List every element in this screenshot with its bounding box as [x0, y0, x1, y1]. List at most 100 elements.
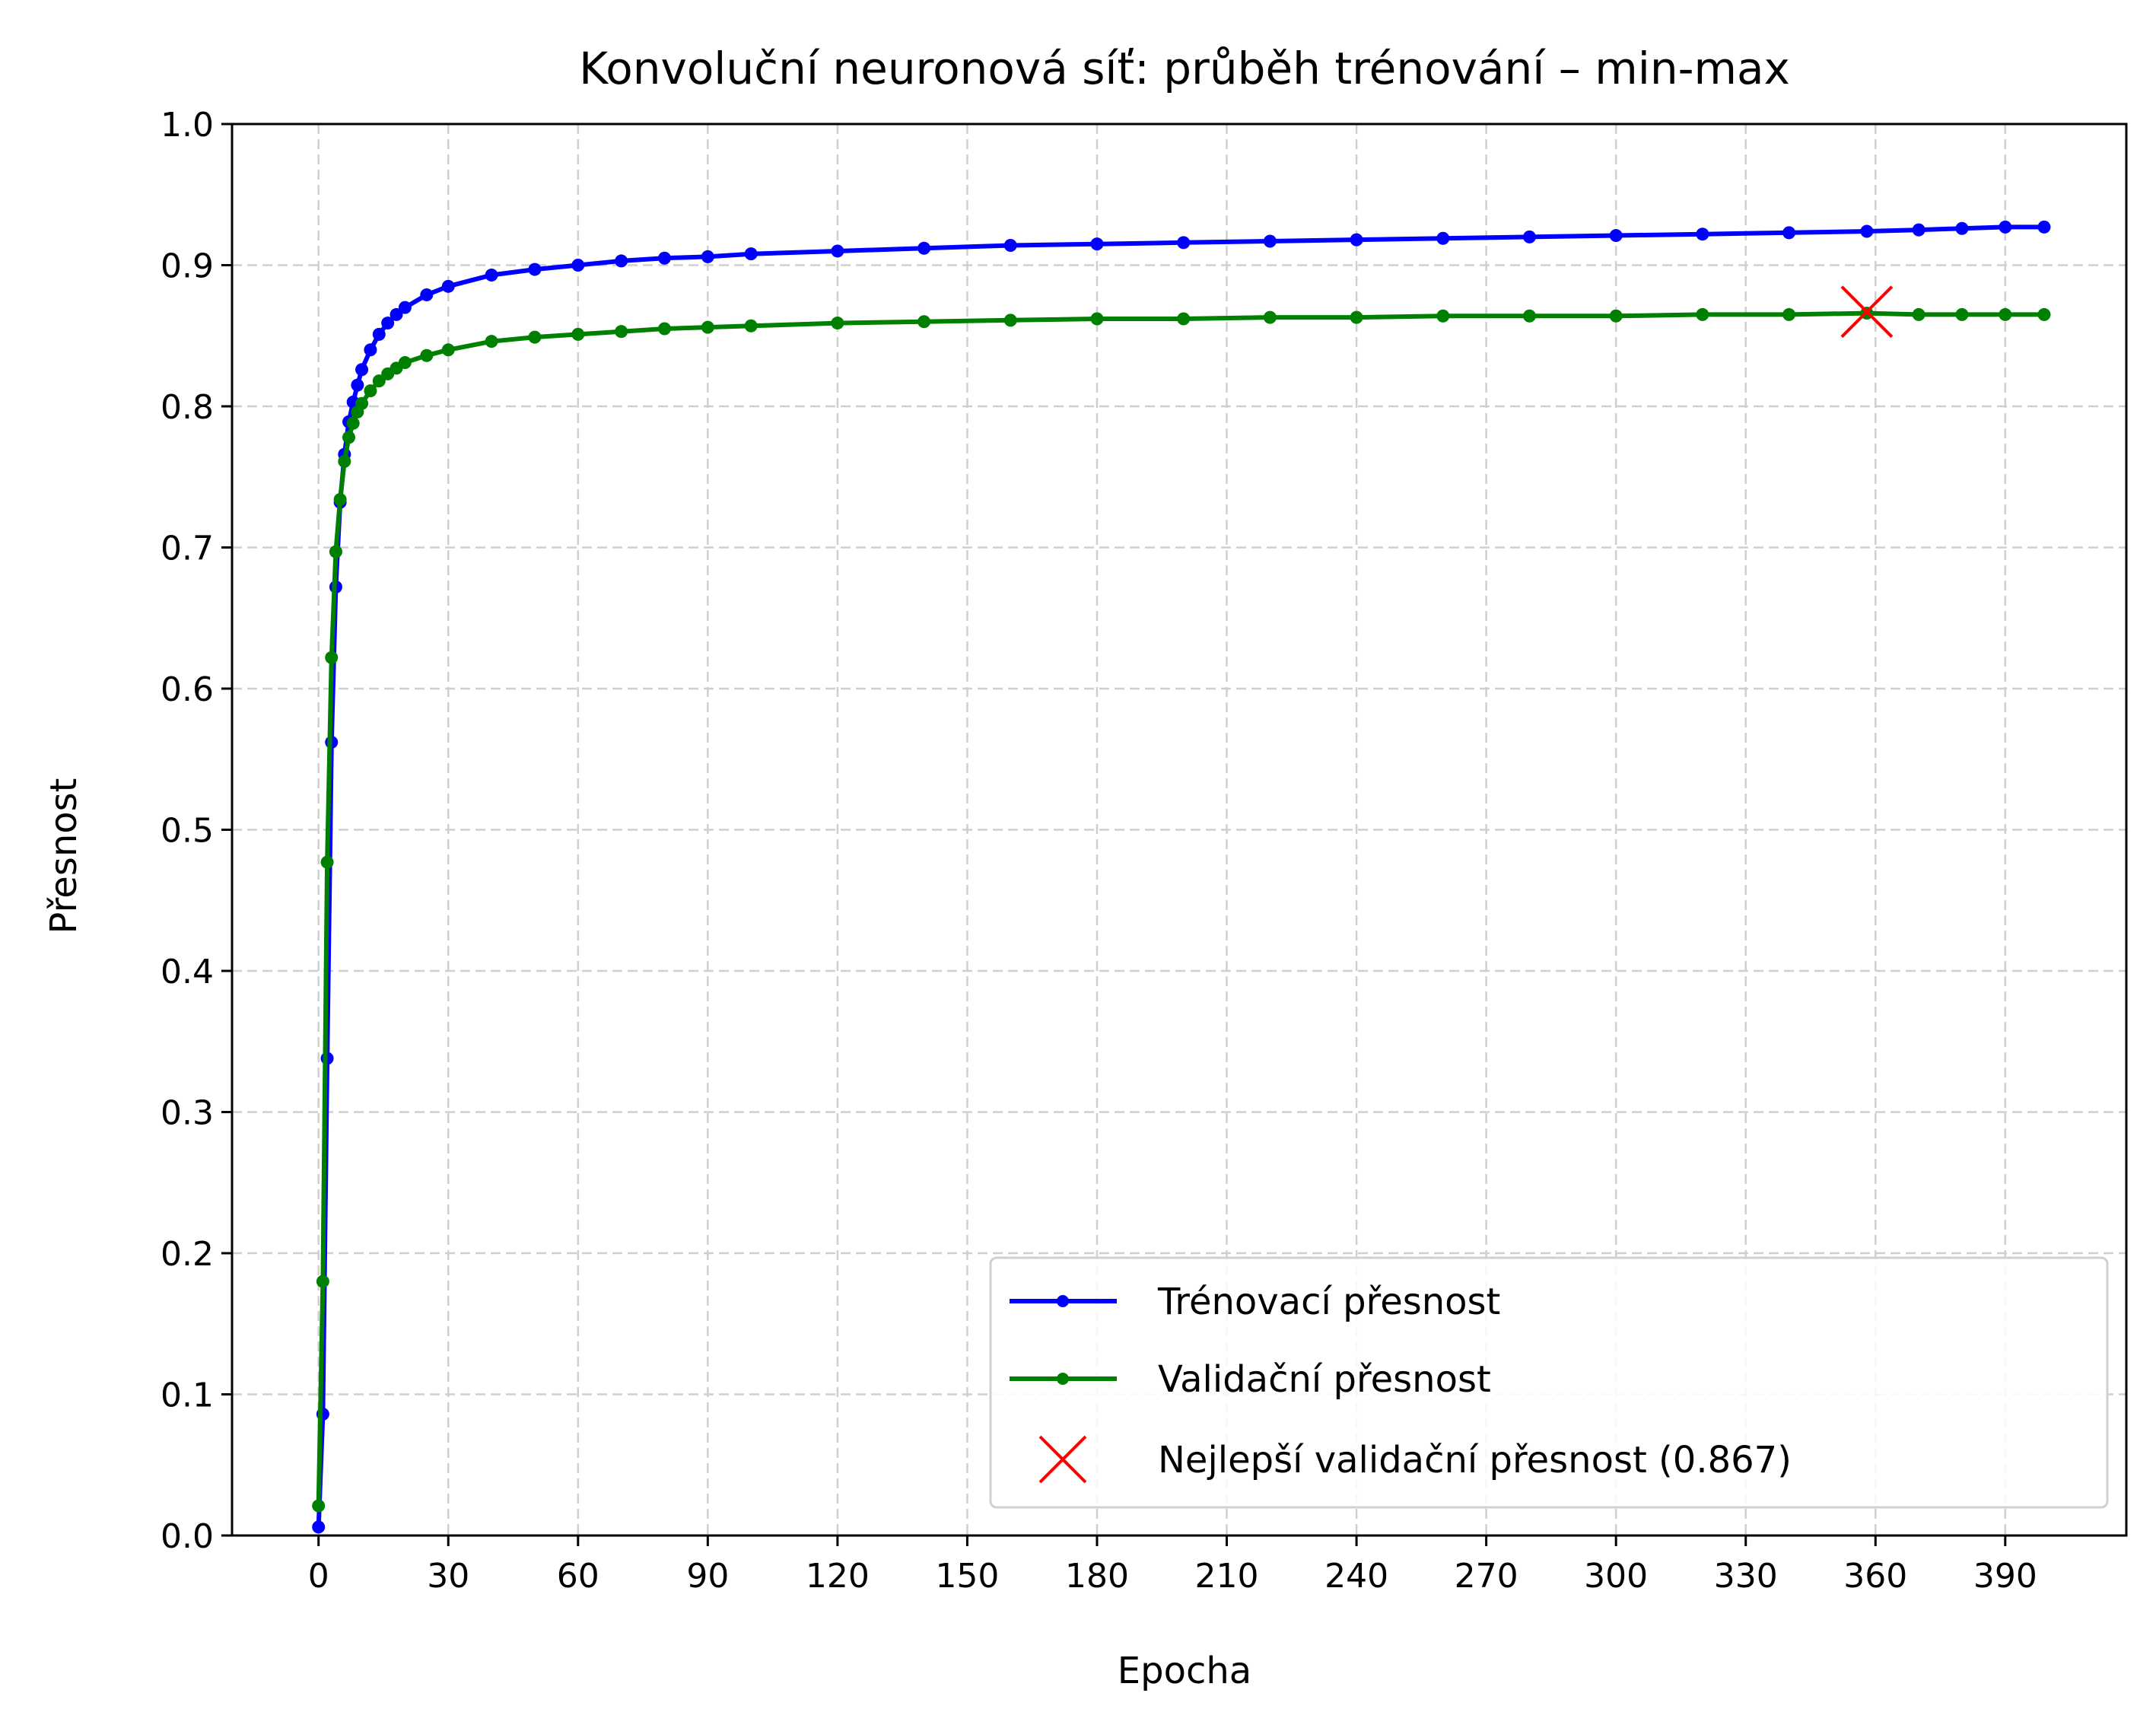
y-tick-label: 0.9	[161, 247, 214, 286]
series-point	[320, 855, 334, 869]
series-point	[364, 384, 377, 398]
series-point	[485, 335, 498, 348]
series-point	[1263, 310, 1277, 324]
y-axis-label: Přesnost	[43, 778, 85, 934]
series-point	[390, 307, 403, 321]
x-tick-label: 360	[1843, 1557, 1907, 1596]
series-point	[420, 288, 434, 301]
series-point	[1177, 312, 1191, 326]
legend-label-best: Nejlepší validační přesnost (0.867)	[1158, 1439, 1792, 1481]
series-point	[1782, 226, 1796, 240]
series-point	[615, 254, 628, 268]
x-tick-label: 210	[1195, 1557, 1259, 1596]
series-point	[398, 355, 412, 369]
series-point	[1912, 223, 1925, 237]
series-point	[831, 317, 844, 330]
series-point	[657, 251, 671, 265]
series-point	[701, 250, 714, 263]
best-point-stroke	[1840, 285, 1894, 339]
x-tick-label: 330	[1714, 1557, 1778, 1596]
series-point	[1003, 239, 1017, 253]
series-point	[1522, 230, 1536, 243]
series-point	[441, 343, 455, 357]
series-point	[485, 268, 498, 282]
series-point	[1609, 309, 1623, 323]
series-point	[1912, 307, 1925, 321]
x-tick-label: 180	[1065, 1557, 1129, 1596]
x-tick-label: 390	[1973, 1557, 2037, 1596]
series-point	[372, 374, 386, 388]
x-tick-label: 300	[1584, 1557, 1648, 1596]
x-tick-label: 240	[1324, 1557, 1388, 1596]
series-point	[372, 327, 386, 341]
y-tick-label: 0.4	[161, 953, 214, 991]
series-point	[1350, 310, 1363, 324]
series-point	[917, 241, 931, 255]
series-point	[1350, 233, 1363, 247]
legend-marker-training	[1057, 1295, 1069, 1307]
series-point	[917, 315, 931, 329]
series-point	[312, 1520, 326, 1534]
series-point	[346, 416, 360, 430]
series-point	[831, 244, 844, 258]
series-layer	[312, 220, 2051, 1534]
legend: Trénovací přesnost Validační přesnost Ne…	[989, 1256, 2109, 1509]
legend-label-validation: Validační přesnost	[1158, 1358, 1491, 1401]
series-point	[744, 247, 758, 261]
series-point	[441, 279, 455, 293]
legend-marker-validation	[1057, 1373, 1069, 1385]
series-point	[325, 651, 339, 664]
legend-frame	[989, 1256, 2109, 1509]
series-point	[351, 378, 364, 392]
series-point	[1999, 220, 2012, 234]
series-point	[420, 348, 434, 362]
y-tick-label: 0.1	[161, 1376, 214, 1415]
series-point	[657, 322, 671, 336]
series-point	[1436, 231, 1450, 245]
x-tick-label: 90	[686, 1557, 729, 1596]
plot-frame	[231, 123, 2128, 1537]
series-1	[312, 307, 2051, 1513]
x-axis-label: Epocha	[1118, 1650, 1251, 1692]
series-point	[355, 363, 369, 377]
series-point	[744, 319, 758, 333]
series-point	[1003, 313, 1017, 327]
legend-marker-best-b	[1038, 1435, 1087, 1484]
legend-label-training: Trénovací přesnost	[1157, 1281, 1500, 1323]
y-tick-label: 1.0	[161, 106, 214, 145]
y-tick-label: 0.8	[161, 388, 214, 427]
series-point	[1522, 309, 1536, 323]
series-point	[1860, 224, 1874, 238]
y-tick-label: 0.3	[161, 1094, 214, 1133]
series-point	[329, 545, 342, 558]
series-point	[398, 301, 412, 314]
y-tick-label: 0.7	[161, 530, 214, 568]
series-point	[1609, 229, 1623, 243]
series-point	[381, 317, 395, 330]
series-point	[528, 263, 542, 276]
series-point	[1696, 228, 1709, 241]
x-tick-label: 0	[308, 1557, 329, 1596]
series-point	[333, 492, 347, 506]
series-point	[1955, 221, 1969, 235]
series-point	[2037, 220, 2051, 234]
series-point	[1436, 309, 1450, 323]
axes-layer: 0 30 60 90 120 150 180 210 240 270 300 330 360 390 0.0…	[161, 106, 2128, 1596]
series-point	[364, 343, 377, 357]
y-tick-label: 0.2	[161, 1235, 214, 1274]
series-point	[528, 330, 542, 344]
y-tick-label: 0.0	[161, 1517, 214, 1556]
x-tick-label: 30	[427, 1557, 469, 1596]
series-point	[1090, 312, 1104, 326]
series-point	[1263, 234, 1277, 248]
x-tick-label: 270	[1455, 1557, 1518, 1596]
series-point	[312, 1499, 326, 1513]
series-point	[338, 454, 351, 468]
y-tick-label: 0.6	[161, 670, 214, 709]
series-point	[342, 431, 355, 444]
best-point-marker	[1840, 285, 1894, 339]
series-point	[1090, 237, 1104, 251]
x-tick-label: 150	[935, 1557, 999, 1596]
x-tick-label: 60	[557, 1557, 599, 1596]
